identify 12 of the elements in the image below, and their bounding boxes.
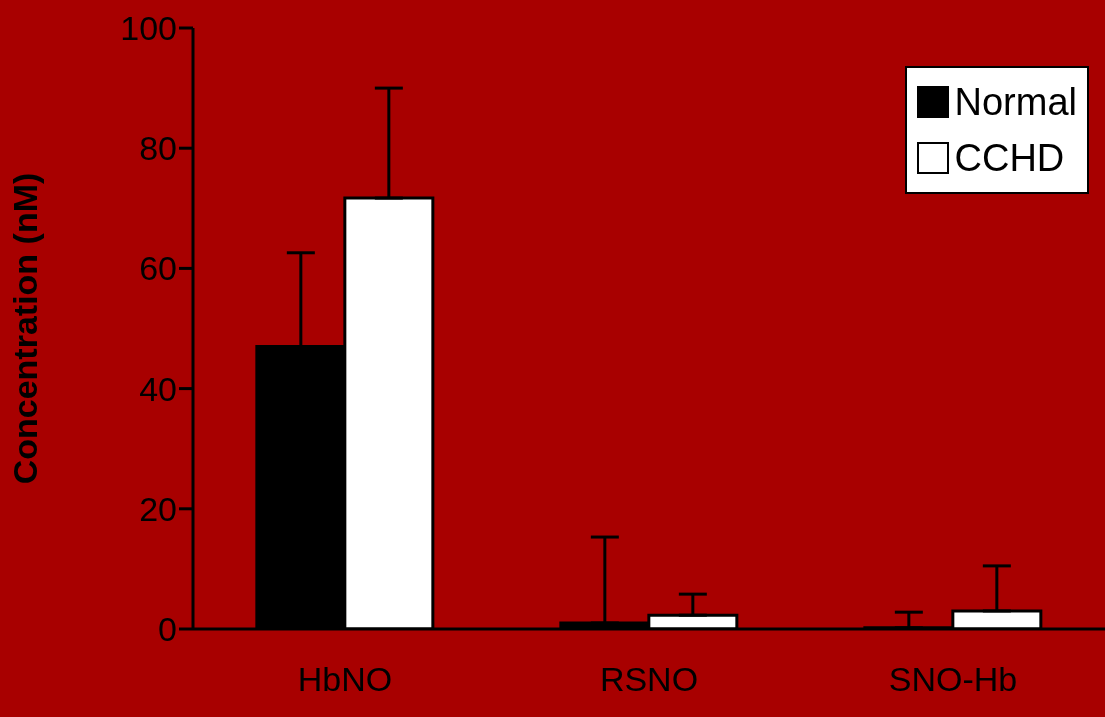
y-tick-label: 100: [120, 9, 177, 48]
x-tick-label: HbNO: [297, 660, 393, 699]
legend-label: Normal: [954, 80, 1077, 125]
x-tick-label: SNO-Hb: [888, 660, 1018, 699]
y-tick-label: 60: [139, 249, 177, 288]
x-tick-label: RSNO: [599, 660, 699, 699]
y-tick-label: 20: [139, 489, 177, 528]
y-axis-title: Concentration (nM): [6, 172, 45, 485]
y-tick-label: 80: [139, 129, 177, 168]
legend-label: CCHD: [954, 136, 1065, 181]
y-tick-label: 0: [158, 610, 177, 649]
y-tick-label: 40: [139, 369, 177, 408]
